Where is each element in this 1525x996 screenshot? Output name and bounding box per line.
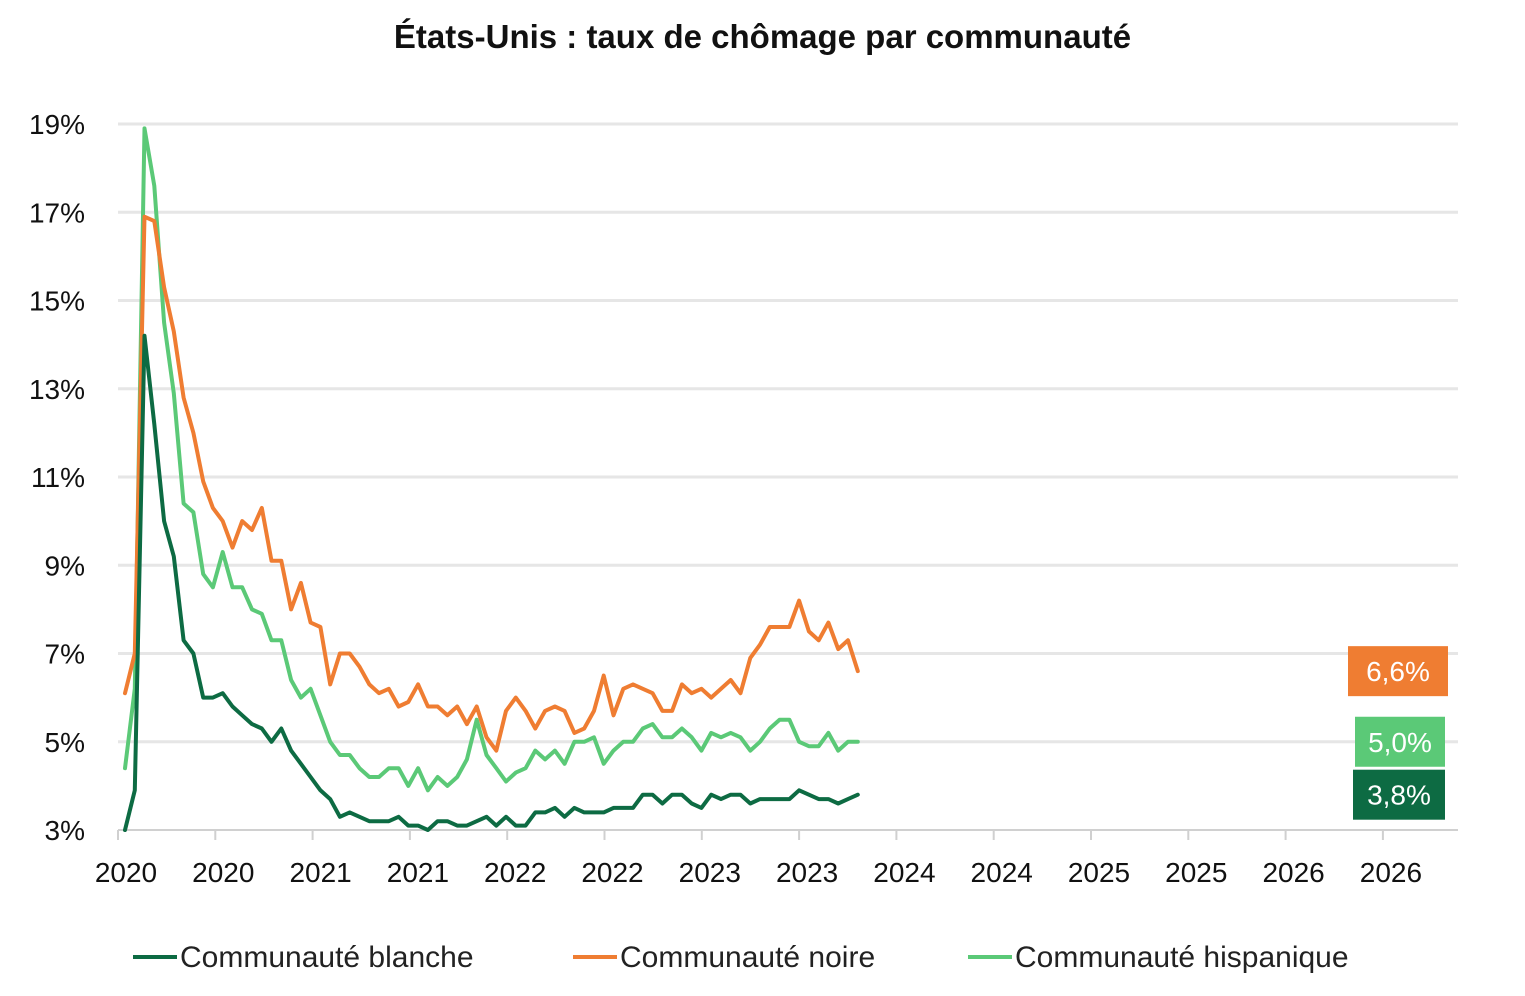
x-tick-label: 2024 xyxy=(873,857,935,888)
y-tick-label: 11% xyxy=(31,462,85,493)
badge-value: 3,8% xyxy=(1367,780,1431,811)
badge-background xyxy=(1348,646,1448,697)
y-tick-label: 13% xyxy=(29,374,85,405)
y-tick-label: 9% xyxy=(45,550,85,581)
series-line-1 xyxy=(123,214,860,753)
legend-layer: Communauté blanche Communauté noire Commun… xyxy=(133,941,1349,974)
legend-item-2: Communauté hispanique xyxy=(968,941,1349,974)
legend-label: Communauté blanche xyxy=(180,941,474,974)
y-tick-label: 19% xyxy=(29,109,85,140)
end-badge-0: 3,8% xyxy=(1353,769,1445,820)
x-tick-label: 2022 xyxy=(484,857,546,888)
legend-item-0: Communauté blanche xyxy=(133,941,474,974)
y-tick-label: 7% xyxy=(45,639,85,670)
x-tick-label: 2025 xyxy=(1165,857,1227,888)
axis-layer: 3% 5% 7% 9% 11% 13% 15% 17% 19% 2020 2020 2021 2021 2… xyxy=(29,109,1458,888)
x-tick-label: 2022 xyxy=(581,857,643,888)
x-tick-label: 2020 xyxy=(192,857,254,888)
legend-label: Communauté hispanique xyxy=(1015,941,1349,974)
x-tick-label: 2021 xyxy=(387,857,449,888)
x-tick-label: 2024 xyxy=(971,857,1033,888)
series-layer xyxy=(123,126,860,832)
y-tick-label: 3% xyxy=(45,815,85,846)
badge-background xyxy=(1355,716,1445,767)
legend-label: Communauté noire xyxy=(620,941,875,974)
legend-item-1: Communauté noire xyxy=(573,941,875,974)
x-tick-label: 2023 xyxy=(679,857,741,888)
badge-background xyxy=(1353,769,1445,820)
x-tick-label: 2026 xyxy=(1262,857,1324,888)
x-tick-label: 2021 xyxy=(289,857,351,888)
end-badge-2: 5,0% xyxy=(1355,716,1445,767)
grid-layer xyxy=(118,122,1458,744)
x-tick-label: 2025 xyxy=(1068,857,1130,888)
y-tick-label: 15% xyxy=(29,286,85,317)
series-line-2 xyxy=(123,126,860,793)
x-tick-label: 2023 xyxy=(776,857,838,888)
x-tick-label: 2020 xyxy=(95,857,157,888)
badge-value: 5,0% xyxy=(1368,727,1432,758)
y-tick-label: 5% xyxy=(45,727,85,758)
end-badge-1: 6,6% xyxy=(1348,646,1448,697)
badge-layer: 3,8% 6,6% 5,0% xyxy=(1348,646,1448,820)
badge-value: 6,6% xyxy=(1366,656,1430,687)
chart-title: États-Unis : taux de chômage par communa… xyxy=(393,18,1132,55)
y-tick-label: 17% xyxy=(29,197,85,228)
series-line-0 xyxy=(123,333,860,832)
x-tick-label: 2026 xyxy=(1360,857,1422,888)
